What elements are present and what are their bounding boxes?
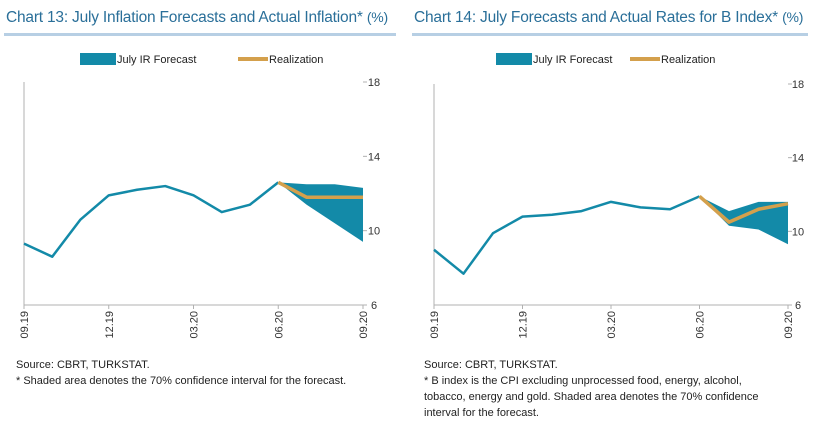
title-divider [4,33,396,36]
realization-line [698,195,789,224]
chart-notes: Source: CBRT, TURKSTAT. * Shaded area de… [16,357,346,389]
footnote: * B index is the CPI excluding unprocess… [424,375,759,419]
legend-swatch-forecast [80,53,116,65]
y-tick-label: 18 [368,77,380,89]
x-tick-label: 09.19 [19,311,31,339]
y-tick-label: 6 [795,300,801,312]
actual-series-line [433,195,701,275]
x-tick-label: 09.20 [358,311,370,339]
footnote: * Shaded area denotes the 70% confidence… [16,375,347,387]
source-note: Source: CBRT, TURKSTAT. [16,359,150,371]
x-tick-label: 09.20 [783,311,795,339]
y-tick-label: 6 [371,300,377,312]
chart-title: Chart 13: July Inflation Forecasts and A… [6,9,388,26]
legend-label-forecast: July IR Forecast [533,54,612,66]
forecast-band-area [699,196,788,245]
legend-swatch-forecast [496,53,532,65]
x-tick-label: 03.20 [606,311,618,339]
legend: July IR Forecast Realization [80,53,323,66]
chart-notes: Source: CBRT, TURKSTAT. * B index is the… [424,357,759,421]
x-tick-label: 12.19 [518,311,530,339]
forecast-band-area [278,182,363,242]
chart-panel-left: Chart 13: July Inflation Forecasts and A… [0,0,400,435]
x-tick-label: 09.19 [429,311,441,339]
y-tick-label: 18 [792,79,804,91]
actual-series-line [23,181,280,258]
y-tick-label: 14 [368,151,380,163]
chart-plot: 6 10 14 18 09.19 12.19 03.20 06.20 09.20 July IR … [19,53,380,339]
legend-label-realization: Realization [269,54,323,66]
legend-label-realization: Realization [661,54,715,66]
title-divider [412,33,808,36]
source-note: Source: CBRT, TURKSTAT. [424,359,558,371]
x-tick-label: 06.20 [273,311,285,339]
realization-line [277,180,363,199]
chart-panel-right: Chart 14: July Forecasts and Actual Rate… [408,0,824,435]
y-tick-label: 14 [792,153,804,165]
x-tick-label: 03.20 [189,311,201,339]
chart-title: Chart 14: July Forecasts and Actual Rate… [414,9,804,26]
x-tick-label: 12.19 [104,311,116,339]
legend: July IR Forecast Realization [496,53,715,66]
y-tick-label: 10 [792,226,804,238]
chart-plot: 6 10 14 18 09.19 12.19 03.20 06.20 09.20 July IR … [429,53,804,339]
legend-label-forecast: July IR Forecast [117,54,196,66]
y-tick-label: 10 [368,226,380,238]
x-tick-label: 06.20 [695,311,707,339]
